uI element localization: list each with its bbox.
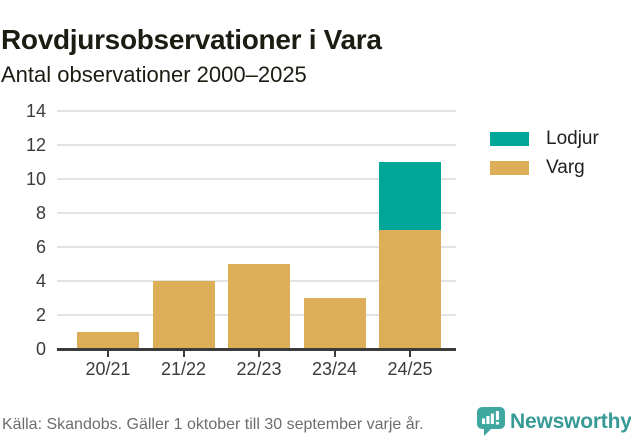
y-axis-tick-label: 14 — [25, 101, 46, 121]
newsworthy-wordmark: Newsworthy — [510, 409, 631, 433]
y-gridline — [57, 144, 456, 146]
newsworthy-bubble-chart-icon — [477, 407, 505, 436]
x-axis-tick — [333, 351, 336, 357]
legend-label: Varg — [546, 157, 585, 178]
x-axis-tick — [107, 351, 109, 357]
bar-segment-varg-23-24 — [303, 298, 366, 349]
bar-segment-lodjur-24-25 — [379, 162, 441, 230]
y-axis-tick-label: 12 — [25, 135, 46, 155]
y-axis-tick-label: 0 — [35, 339, 46, 359]
x-axis-tick-label: 20/21 — [85, 359, 131, 379]
x-axis-tick — [409, 351, 411, 357]
bar-segment-varg-22-23 — [228, 264, 290, 349]
x-axis-tick-label: 24/25 — [387, 359, 433, 379]
y-axis-tick-label: 10 — [25, 169, 46, 189]
x-axis-tick — [182, 351, 185, 357]
y-axis-tick-label: 6 — [35, 237, 46, 257]
y-gridline — [57, 110, 456, 112]
legend-label: Lodjur — [546, 128, 599, 149]
y-axis-tick-label: 8 — [35, 203, 46, 223]
chart-legend: Lodjur Varg — [490, 128, 599, 186]
x-axis-tick-label: 22/23 — [236, 359, 282, 379]
bar-segment-varg-24-25 — [379, 230, 441, 349]
x-axis-tick-label: 23/24 — [311, 359, 358, 379]
bar-segment-varg-21-22 — [152, 281, 215, 349]
legend-swatch-varg — [490, 161, 529, 175]
y-axis-tick-label: 4 — [35, 271, 46, 291]
x-axis-line — [57, 348, 456, 351]
y-gridline — [57, 246, 456, 248]
source-note: Källa: Skandobs. Gäller 1 oktober till 3… — [2, 416, 424, 433]
x-axis-tick-label: 21/22 — [160, 359, 207, 379]
legend-item-varg: Varg — [490, 157, 599, 179]
y-axis-tick-label: 2 — [35, 305, 46, 325]
legend-item-lodjur: Lodjur — [490, 128, 599, 150]
newsworthy-logo: Newsworthy — [477, 407, 631, 436]
y-gridline — [57, 178, 456, 180]
bar-segment-varg-20-21 — [77, 332, 139, 349]
chart-subtitle: Antal observationer 2000–2025 — [1, 62, 307, 87]
page-title: Rovdjursobservationer i Vara — [1, 23, 382, 55]
x-axis-tick — [258, 351, 260, 357]
y-gridline — [57, 212, 456, 214]
legend-swatch-lodjur — [490, 132, 529, 146]
